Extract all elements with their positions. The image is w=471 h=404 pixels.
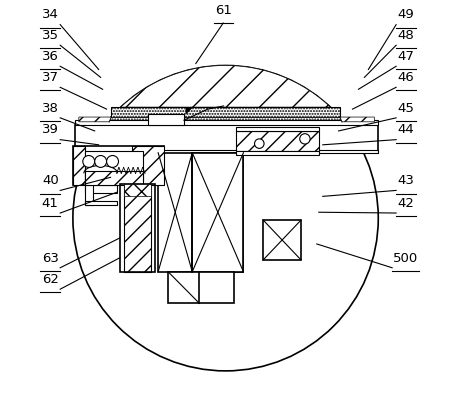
Bar [158,153,244,272]
Circle shape [95,156,106,167]
Polygon shape [79,117,111,122]
Bar [263,220,301,260]
Bar [85,185,93,205]
Bar [85,201,116,205]
Polygon shape [186,108,192,114]
Text: 48: 48 [398,29,414,42]
Text: 44: 44 [398,124,414,137]
Bar [75,149,378,153]
Text: 37: 37 [42,71,59,84]
Polygon shape [121,65,330,107]
Bar [85,151,144,181]
Text: 41: 41 [42,197,59,210]
Text: 34: 34 [42,8,59,21]
Text: 46: 46 [398,71,414,84]
Bar [111,107,340,117]
Circle shape [300,134,310,144]
Bar [73,145,164,185]
Bar [120,185,154,272]
Text: 45: 45 [398,102,414,115]
Bar [73,145,85,185]
Bar [148,114,184,125]
Bar [75,120,378,125]
Circle shape [254,139,264,148]
Polygon shape [340,117,374,122]
Text: 40: 40 [42,174,59,187]
Circle shape [106,156,119,167]
Bar [105,117,347,125]
Bar [236,151,319,155]
Bar [124,185,151,272]
Bar [85,185,116,193]
Text: 47: 47 [398,50,414,63]
Text: 38: 38 [42,102,59,115]
Text: 36: 36 [42,50,59,63]
Bar [236,127,319,131]
Bar [75,125,378,153]
Bar [168,272,234,303]
Text: 43: 43 [398,174,414,187]
Bar [192,153,244,272]
Text: 42: 42 [398,197,414,210]
Text: 49: 49 [398,8,414,21]
Text: 63: 63 [42,252,59,265]
Text: 500: 500 [393,252,418,265]
Text: 61: 61 [215,4,232,17]
Text: 39: 39 [42,124,59,137]
Bar [132,145,164,185]
Circle shape [73,65,378,371]
Text: 62: 62 [42,273,59,286]
Circle shape [83,156,95,167]
Bar [85,171,144,185]
Text: 35: 35 [42,29,59,42]
Bar [236,131,319,151]
Bar [124,185,151,196]
